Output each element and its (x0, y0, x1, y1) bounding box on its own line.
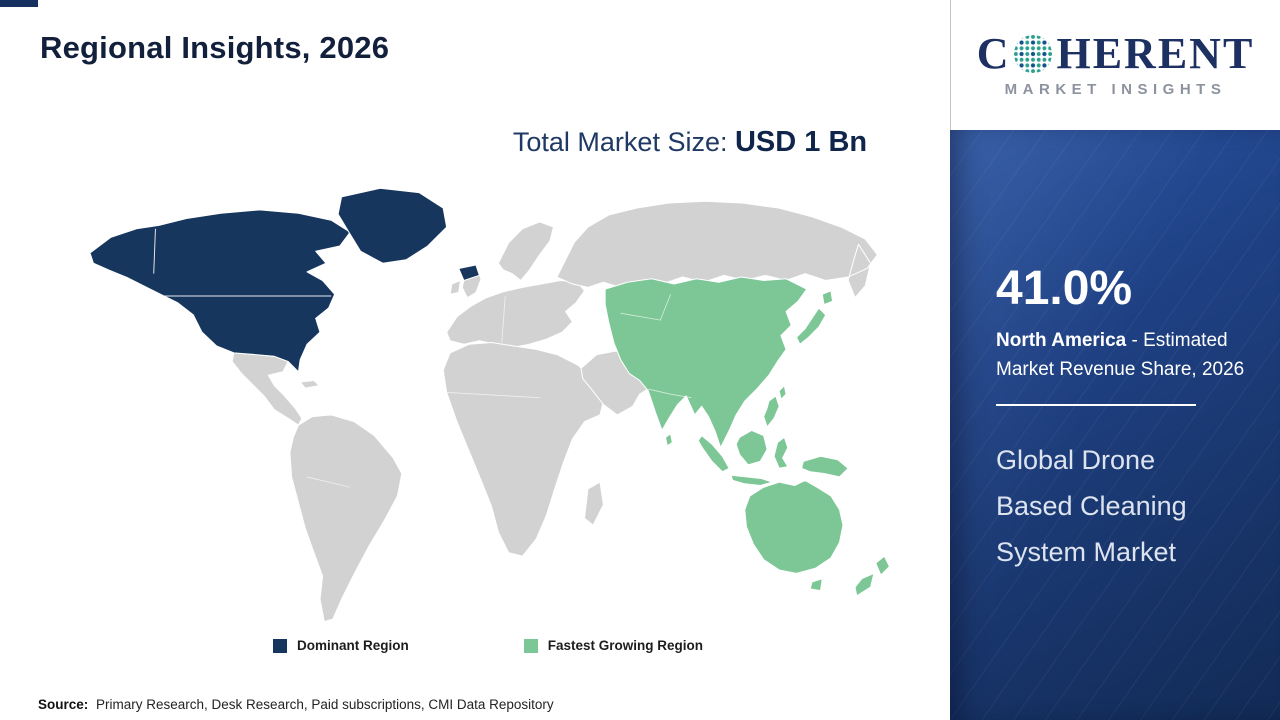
region-taiwan (778, 385, 787, 400)
region-south-america (289, 414, 403, 623)
region-africa (442, 342, 604, 557)
fastest-growing-region-swatch (523, 638, 538, 653)
region-madagascar (583, 481, 604, 526)
market-name: Global Drone Based Cleaning System Marke… (996, 445, 1187, 567)
region-sri-lanka (664, 433, 673, 447)
region-cuba (299, 379, 320, 389)
dominant-regions (89, 187, 480, 373)
share-suffix: - Estimated Market Revenue Share, 2026 (996, 330, 1245, 380)
dominant-region-swatch (272, 638, 287, 653)
sidebar: C HERENT (950, 0, 1280, 720)
region-java (730, 474, 773, 487)
region-australia (744, 479, 844, 592)
region-new-guinea (801, 455, 849, 478)
region-asia-mainland (604, 276, 808, 449)
world-map (36, 184, 940, 632)
share-description: North America - Estimated Market Revenue… (996, 327, 1254, 384)
brand-letters-rest: HERENT (1056, 29, 1255, 78)
dotted-globe-icon (1014, 34, 1053, 74)
region-greenland (337, 187, 448, 264)
market-size-heading: Total Market Size: USD 1 Bn (390, 126, 990, 159)
share-value: 41.0% (996, 262, 1133, 315)
market-size-label: Total Market Size: (512, 127, 735, 157)
brand-tagline: MARKET INSIGHTS (1004, 81, 1227, 98)
region-ireland (449, 279, 461, 295)
region-scandinavia (497, 221, 554, 282)
page-title: Regional Insights, 2026 (40, 30, 390, 65)
divider-line (996, 404, 1196, 406)
market-size-value: USD 1 Bn (734, 126, 868, 158)
region-sulawesi (773, 436, 789, 469)
region-iceland (458, 264, 480, 282)
region-sumatra (697, 435, 730, 473)
region-north-america (89, 209, 351, 373)
region-borneo (735, 429, 768, 466)
share-region: North America (996, 330, 1127, 351)
region-philippines (763, 395, 780, 428)
country-borders (153, 228, 692, 488)
region-new-zealand (854, 555, 890, 597)
source-line: Source: Primary Research, Desk Research,… (38, 697, 554, 712)
world-map-svg (89, 187, 890, 623)
legend-label-fastest-growing: Fastest Growing Region (547, 638, 703, 653)
source-text: Primary Research, Desk Research, Paid su… (92, 697, 554, 712)
sidebar-panel: 41.0% North America - Estimated Market R… (950, 130, 1280, 720)
legend-item-dominant: Dominant Region (272, 638, 409, 653)
brand-wordmark: C HERENT (977, 32, 1255, 76)
legend-label-dominant: Dominant Region (296, 638, 409, 653)
neutral-regions (231, 200, 878, 623)
legend-item-fastest-growing: Fastest Growing Region (523, 638, 703, 653)
corner-accent (0, 0, 38, 7)
brand-letter-c: C (976, 29, 1011, 78)
legend: Dominant Region Fastest Growing Region (36, 638, 940, 653)
fastest-growing-regions (604, 276, 890, 597)
source-label: Source: (38, 697, 89, 712)
region-japan (795, 290, 834, 345)
brand-logo: C HERENT (950, 0, 1280, 130)
